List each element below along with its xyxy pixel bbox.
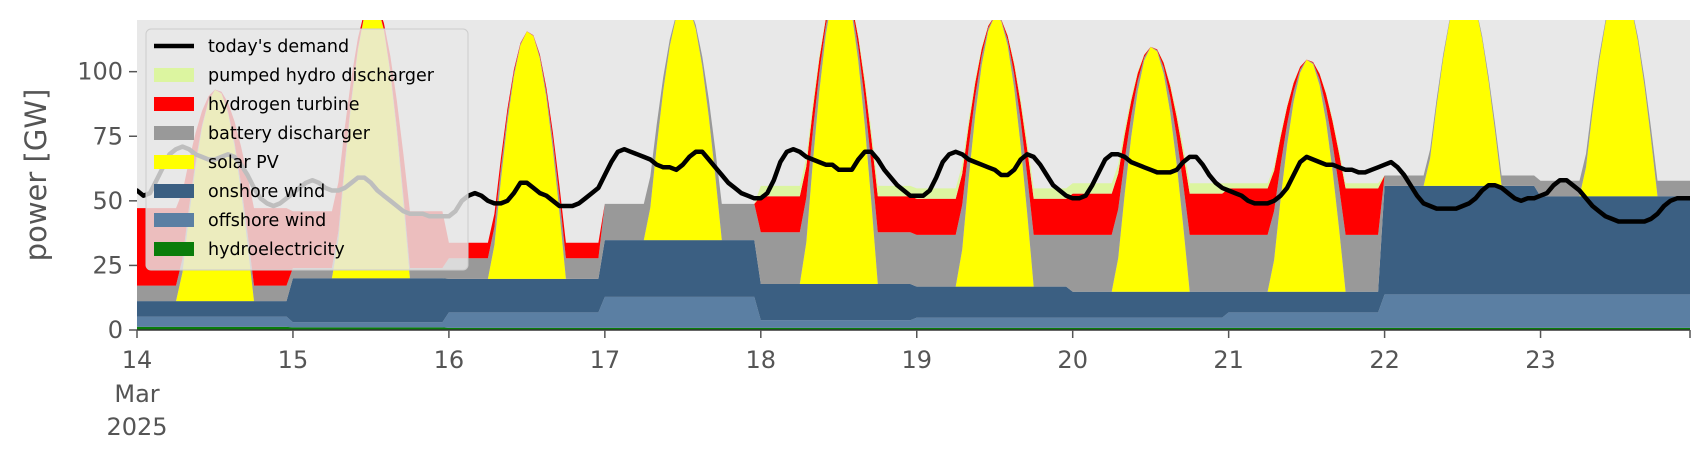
area-offshore-wind bbox=[137, 294, 1690, 328]
y-tick-label: 25 bbox=[92, 251, 123, 279]
area-battery-discharger bbox=[137, 20, 1690, 302]
y-tick-label: 50 bbox=[92, 187, 123, 215]
legend: today's demand pumped hydro discharger hyd… bbox=[145, 28, 469, 271]
stacked-areas bbox=[137, 20, 1690, 330]
x-tick-label: 19 bbox=[901, 346, 932, 374]
area-solar-pv bbox=[137, 20, 1690, 302]
x-tick-label: 17 bbox=[590, 346, 621, 374]
legend-label: today's demand bbox=[208, 37, 349, 57]
x-tick-label: 21 bbox=[1213, 346, 1244, 374]
x-tick-label: 22 bbox=[1369, 346, 1400, 374]
axes: 0 25 50 75 100 14 Mar 2025 15 16 17 18 19 20 21 22 23 bbox=[77, 58, 1691, 441]
legend-swatch bbox=[154, 242, 194, 256]
y-axis-title: power [GW] bbox=[19, 89, 53, 262]
y-tick-label: 100 bbox=[77, 58, 123, 86]
legend-label: pumped hydro discharger bbox=[208, 66, 435, 86]
x-tick-label: 14 bbox=[122, 346, 153, 374]
area-onshore-wind bbox=[137, 185, 1690, 323]
legend-swatch bbox=[154, 155, 194, 169]
x-tick-label: 15 bbox=[278, 346, 309, 374]
legend-swatch bbox=[154, 184, 194, 198]
x-tick-label: 18 bbox=[746, 346, 777, 374]
x-tick-label: 20 bbox=[1057, 346, 1088, 374]
x-tick-sublabel: Mar bbox=[114, 380, 159, 408]
legend-label: onshore wind bbox=[208, 182, 325, 202]
y-tick-label: 0 bbox=[108, 316, 123, 344]
legend-label: battery discharger bbox=[208, 124, 371, 144]
legend-box bbox=[145, 28, 469, 271]
legend-label: offshore wind bbox=[208, 211, 326, 231]
legend-swatch bbox=[154, 97, 194, 111]
x-tick-label: 23 bbox=[1525, 346, 1556, 374]
legend-label: solar PV bbox=[208, 153, 279, 173]
x-tick-label: 16 bbox=[434, 346, 465, 374]
legend-swatch bbox=[154, 213, 194, 227]
area-hydroelectricity bbox=[137, 326, 1690, 330]
legend-label: hydroelectricity bbox=[208, 240, 345, 260]
legend-label: hydrogen turbine bbox=[208, 95, 360, 115]
y-tick-label: 75 bbox=[92, 122, 123, 150]
x-tick-sublabel: 2025 bbox=[106, 413, 167, 441]
legend-swatch bbox=[154, 126, 194, 140]
legend-swatch bbox=[154, 68, 194, 82]
